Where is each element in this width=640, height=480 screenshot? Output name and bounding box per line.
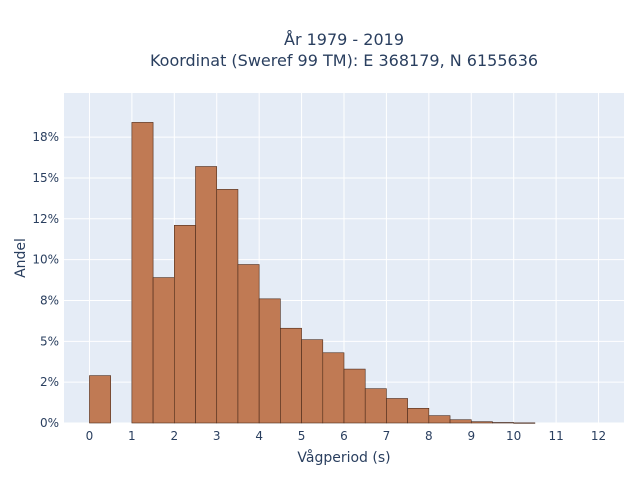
y-tick-label: 2%	[40, 375, 59, 389]
chart-title-line-2: Koordinat (Sweref 99 TM): E 368179, N 61…	[150, 51, 538, 70]
histogram-bar	[89, 375, 111, 424]
histogram-bar	[386, 398, 408, 424]
histogram-bar	[449, 419, 472, 424]
x-tick-labels: 0 1 2 3 4 5 6 7 8 9 10 11 12	[86, 429, 607, 443]
histogram-bar	[470, 421, 493, 424]
histogram-bar	[258, 298, 281, 424]
x-tick-label: 4	[255, 429, 263, 443]
y-tick-label: 5%	[40, 334, 59, 348]
y-tick-label: 12%	[32, 212, 59, 226]
bars	[89, 122, 536, 424]
x-tick-label: 1	[128, 429, 136, 443]
y-tick-label: 8%	[40, 293, 59, 307]
x-tick-label: 5	[298, 429, 306, 443]
histogram-bar	[131, 122, 154, 424]
histogram-bar	[237, 264, 260, 424]
histogram-bar	[364, 388, 387, 424]
y-tick-labels: 0% 2% 5% 8% 10% 12% 15% 18%	[32, 130, 59, 430]
histogram-bar	[195, 166, 218, 424]
histogram-bar	[407, 407, 430, 424]
x-tick-label: 6	[340, 429, 348, 443]
x-tick-label: 12	[591, 429, 606, 443]
histogram-bar	[216, 189, 239, 424]
histogram-bar	[513, 422, 536, 424]
histogram-bar	[428, 415, 451, 424]
x-tick-label: 2	[170, 429, 178, 443]
y-tick-label: 18%	[32, 130, 59, 144]
histogram-bar	[322, 352, 345, 424]
y-axis-title: Andel	[13, 238, 29, 278]
histogram-bar	[280, 327, 302, 424]
x-axis-title: Vågperiod (s)	[297, 449, 390, 466]
x-tick-label: 0	[86, 429, 94, 443]
histogram-bar	[492, 422, 514, 424]
x-tick-label: 3	[213, 429, 221, 443]
y-tick-label: 0%	[40, 416, 59, 430]
x-tick-label: 9	[467, 429, 475, 443]
x-tick-label: 10	[506, 429, 521, 443]
histogram-bar	[152, 277, 175, 424]
y-tick-label: 15%	[32, 171, 59, 185]
x-tick-label: 7	[383, 429, 391, 443]
histogram-bar	[343, 368, 366, 424]
histogram-bar	[174, 225, 196, 424]
x-tick-label: 11	[548, 429, 563, 443]
y-tick-label: 10%	[32, 253, 59, 267]
chart-title-line-1: År 1979 - 2019	[284, 30, 404, 49]
x-tick-label: 8	[425, 429, 433, 443]
histogram-bar	[301, 339, 324, 424]
